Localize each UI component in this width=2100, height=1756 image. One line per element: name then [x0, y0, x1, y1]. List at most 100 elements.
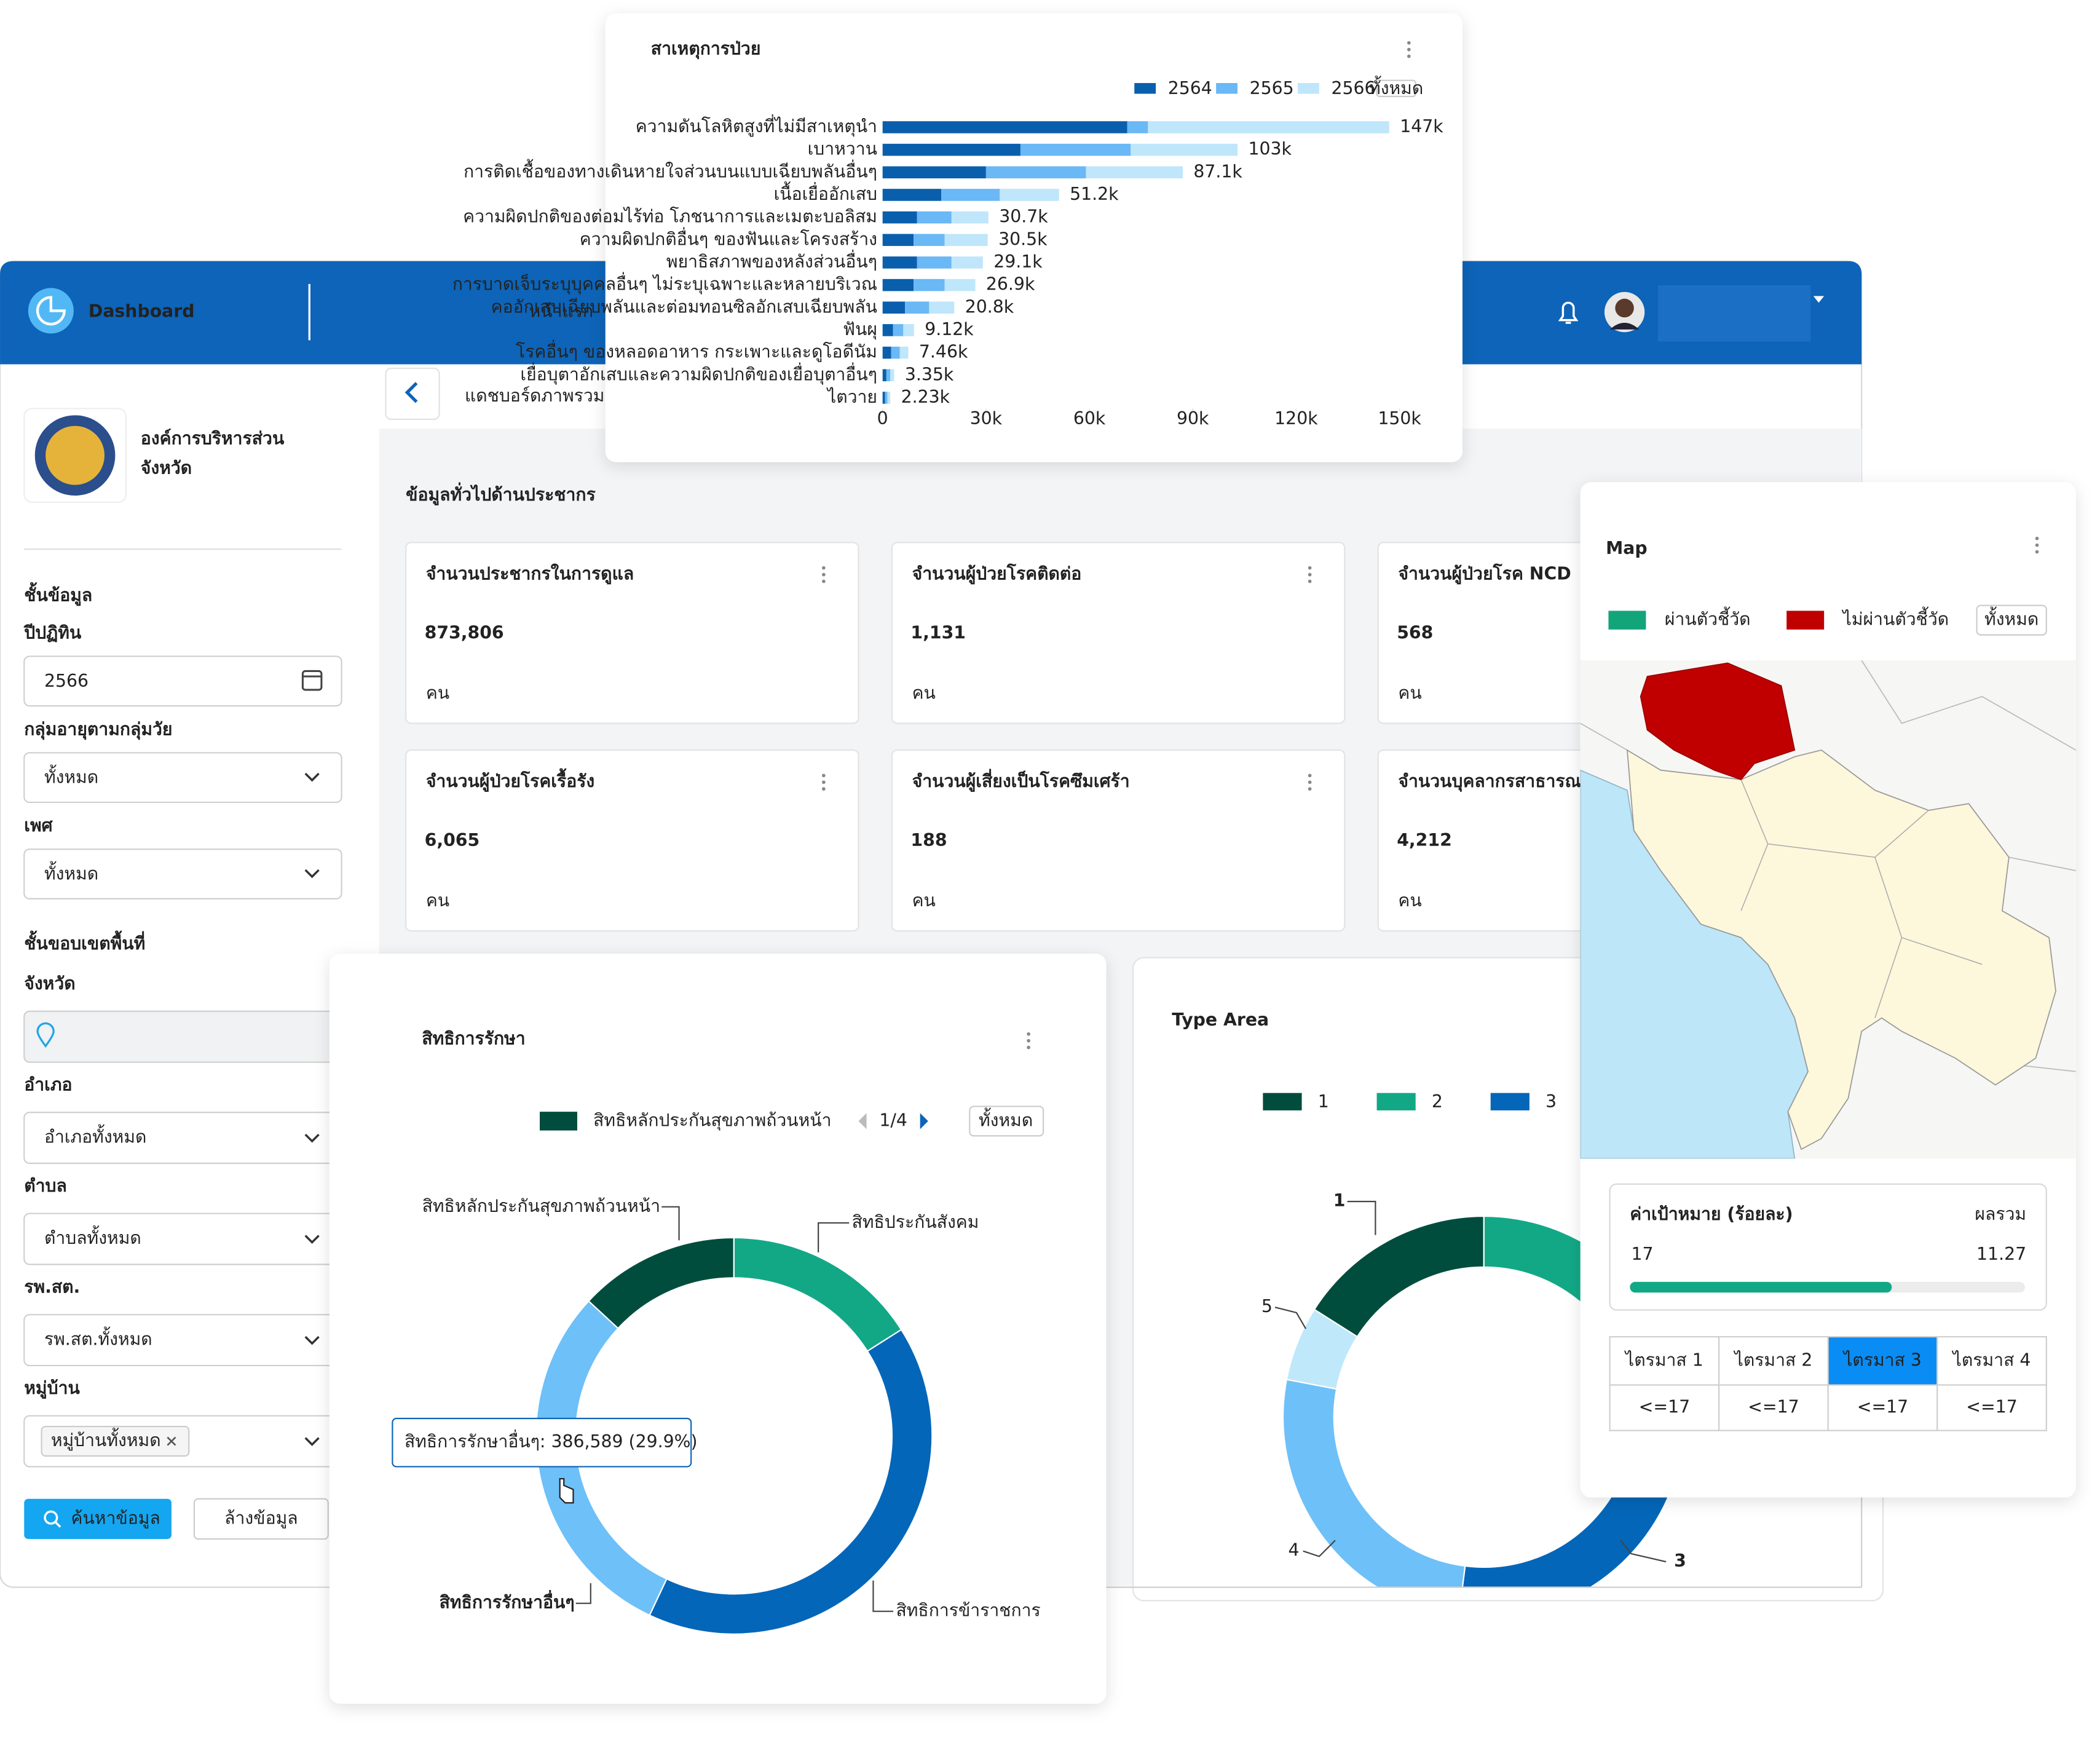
menu-dot[interactable]: [822, 773, 826, 778]
menu-dot[interactable]: [822, 787, 826, 791]
category-label: ความผิดปกติของต่อมไร้ท่อ โภชนาการและเมตะ…: [463, 207, 877, 227]
menu-dot[interactable]: [2035, 550, 2039, 554]
field-label: รพ.สต.: [24, 1277, 80, 1297]
menu-dot[interactable]: [1308, 579, 1312, 583]
kpi-unit: คน: [426, 890, 449, 911]
menu-dot[interactable]: [1308, 780, 1312, 785]
bar-segment: [903, 324, 914, 336]
donut-segment: [649, 1329, 933, 1635]
search-button[interactable]: [24, 1498, 172, 1540]
donut-segment: [1285, 1308, 1359, 1390]
chart-title: สาเหตุการป่วย: [651, 39, 761, 60]
app-title: Dashboard: [89, 301, 195, 322]
menu-dot[interactable]: [822, 579, 826, 583]
kpi-title: จำนวนประชากรในการดูแล: [426, 564, 634, 585]
section-title: ข้อมูลทั่วไปด้านประชากร: [406, 482, 596, 505]
legend-label: 1: [1318, 1091, 1329, 1112]
menu-dot[interactable]: [1308, 566, 1312, 570]
pager-next[interactable]: [920, 1113, 928, 1129]
input-box[interactable]: [23, 655, 342, 707]
menu-dot[interactable]: [1308, 572, 1312, 577]
category-label: เบาหวาน: [808, 139, 877, 159]
map-region-pass: [1626, 749, 2056, 1150]
input-box[interactable]: [23, 752, 342, 804]
category-label: การติดเชื้อของทางเดินหายใจส่วนบนแบบเฉียบ…: [464, 159, 877, 181]
callout-label: สิทธิประกันสังคม: [852, 1212, 979, 1232]
rights-card: สิทธิการรักษาสิทธิหลักประกันสุขภาพถ้วนหน…: [329, 954, 1107, 1704]
menu-dot[interactable]: [1027, 1038, 1030, 1043]
map-title: Map: [1606, 538, 1648, 558]
category-label: ความดันโลหิตสูงที่ไม่มีสาเหตุนำ: [636, 114, 877, 137]
legend-label: ผ่านตัวชี้วัด: [1665, 607, 1751, 630]
kpi-unit: คน: [912, 682, 936, 703]
pager-prev[interactable]: [858, 1113, 867, 1129]
menu-dot[interactable]: [1407, 47, 1411, 52]
category-label: เยื่อบุตาอักเสบและความผิดปกติของเยื่อบุต…: [520, 362, 877, 385]
filter-button[interactable]: [969, 1105, 1044, 1137]
field-label: ปีปฏิทิน: [23, 622, 81, 643]
bar-segment: [891, 346, 900, 359]
nav-link[interactable]: หน้าแรก: [529, 301, 594, 322]
callout-label: 4: [1288, 1540, 1299, 1560]
total-label: 3.35k: [905, 364, 954, 384]
callout-line: [1347, 1201, 1376, 1235]
bar-segment: [905, 301, 930, 314]
category-label: พยาธิสภาพของหลังส่วนอื่นๆ: [666, 250, 877, 272]
bar-segment: [882, 121, 1127, 133]
menu-dot[interactable]: [1027, 1032, 1030, 1036]
bar-segment: [1000, 189, 1059, 201]
quarter-cell: [1827, 1384, 1938, 1431]
bar-segment: [899, 346, 909, 359]
kpi-card-bg: [891, 542, 1346, 724]
kpi-card: จำนวนผู้ป่วยโรคเรื้อรัง 6,065 คน: [405, 749, 859, 932]
section-heading: ชั้นขอบเขตพื้นที่: [24, 930, 145, 954]
target-box: [1609, 1183, 2047, 1311]
filter-button[interactable]: [1976, 604, 2047, 636]
chip-close[interactable]: [167, 1436, 176, 1446]
callout-line: [1274, 1307, 1307, 1329]
map-border-lines: [1580, 660, 2076, 1072]
bar-segment: [893, 324, 904, 336]
menu-dot[interactable]: [822, 572, 826, 577]
menu-dot[interactable]: [822, 566, 826, 570]
callout-label: 1: [1333, 1190, 1346, 1211]
menu-dot[interactable]: [1308, 773, 1312, 778]
total-label: 2.23k: [901, 387, 950, 407]
menu-dot[interactable]: [1407, 54, 1411, 58]
menu-dot[interactable]: [822, 780, 826, 785]
legend-label: สิทธิหลักประกันสุขภาพถ้วนหน้า: [593, 1110, 831, 1131]
menu-dot[interactable]: [2035, 543, 2039, 547]
input-box[interactable]: [23, 1010, 342, 1063]
bar-segment: [917, 256, 952, 269]
bar-segment: [941, 189, 1000, 201]
filter-button[interactable]: [1376, 79, 1416, 97]
legend-swatch: [1490, 1093, 1530, 1110]
total-label: 51.2k: [1070, 184, 1119, 204]
back-button[interactable]: [385, 367, 440, 420]
input-box[interactable]: [23, 848, 342, 900]
menu-dot[interactable]: [2035, 536, 2039, 540]
field-label: หมู่บ้าน: [24, 1378, 80, 1399]
bell-icon[interactable]: [1558, 301, 1579, 324]
callout-line: [872, 1580, 894, 1612]
user-caret[interactable]: [1813, 296, 1825, 303]
bar-segment: [882, 256, 917, 269]
map-view[interactable]: [1580, 660, 2076, 1159]
bar-segment: [882, 143, 1020, 156]
quarter-cell: [1609, 1384, 1720, 1431]
clear-button[interactable]: [193, 1498, 329, 1540]
menu-dot[interactable]: [1308, 787, 1312, 791]
field-label: กลุ่มอายุตามกลุ่มวัย: [24, 719, 172, 740]
menu-dot[interactable]: [1027, 1045, 1030, 1050]
bar-segment: [951, 211, 989, 224]
bar-segment: [882, 392, 885, 404]
kpi-value: 1,131: [910, 622, 966, 643]
user-box[interactable]: [1658, 285, 1811, 342]
bar-segment: [1131, 143, 1238, 156]
quarter-tab[interactable]: [1609, 1336, 1720, 1386]
menu-dot[interactable]: [1407, 41, 1411, 45]
breadcrumb: แดชบอร์ดภาพรวม: [465, 386, 604, 406]
input-value: ทั้งหมด: [44, 765, 98, 788]
legend-swatch: [1608, 611, 1646, 630]
quarter-tab[interactable]: [1936, 1336, 2047, 1386]
